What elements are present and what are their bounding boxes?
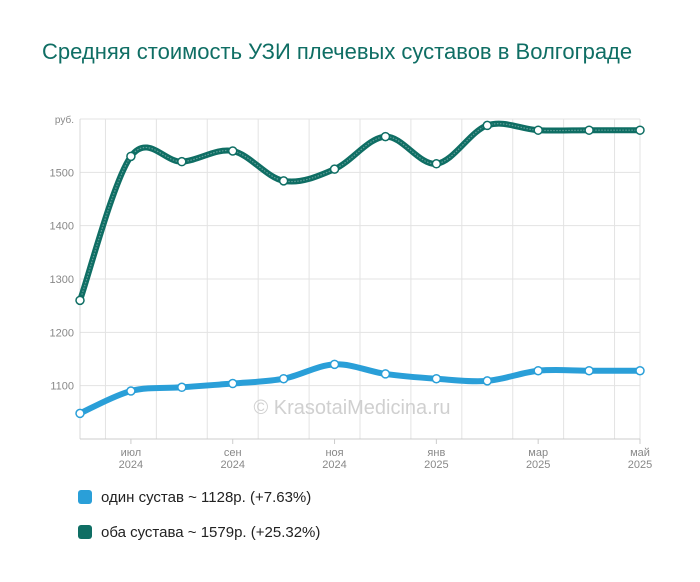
data-point-one-joint [533, 365, 543, 376]
chart-title: Средняя стоимость УЗИ плечевых суставов … [42, 39, 633, 64]
legend-label-one-joint: один сустав ~ 1128р. (+7.63%) [101, 489, 312, 506]
data-point-both-joints [126, 151, 136, 162]
x-tick-label-year: 2025 [628, 459, 652, 471]
x-tick-label-month: янв [427, 447, 445, 459]
data-point-one-joint [380, 369, 391, 379]
y-tick-label: 1500 [50, 167, 74, 179]
x-tick-label-year: 2024 [119, 459, 143, 471]
data-point-both-joints [227, 146, 238, 156]
x-tick-label-month: июл [121, 447, 142, 459]
data-point-both-joints [482, 120, 493, 131]
x-tick-label-month: сен [224, 447, 242, 459]
watermark: © KrasotaiMedicina.ru [253, 397, 450, 419]
axes [79, 119, 641, 444]
data-point-one-joint [177, 382, 187, 393]
data-point-one-joint [635, 365, 645, 376]
data-point-one-joint [584, 365, 594, 376]
x-tick-label-month: май [630, 447, 650, 459]
data-point-both-joints [177, 156, 187, 167]
y-tick-label: 1300 [50, 274, 74, 286]
data-point-both-joints [380, 131, 391, 142]
data-point-one-joint [431, 373, 442, 384]
data-point-both-joints [584, 125, 594, 135]
data-point-one-joint [278, 373, 289, 384]
legend-item-both-joints[interactable]: оба сустава ~ 1579р. (+25.32%) [78, 524, 320, 541]
data-point-one-joint [482, 376, 493, 386]
x-tick-label-month: мар [528, 447, 548, 459]
data-point-one-joint [75, 408, 85, 419]
series-line-texture-both-joints [79, 123, 640, 301]
x-tick-labels: июл2024сен2024ноя2024янв2025мар2025май20… [119, 447, 653, 471]
data-point-one-joint [329, 359, 340, 370]
data-point-both-joints [329, 164, 340, 174]
y-axis-unit-label: руб. [55, 114, 74, 126]
data-point-one-joint [227, 378, 238, 389]
x-tick-label-year: 2024 [322, 459, 346, 471]
y-tick-labels: 1100 1200 1300 1400 1500 [50, 167, 74, 392]
data-point-both-joints [533, 125, 543, 135]
legend-swatch-one-joint [78, 490, 92, 504]
data-point-both-joints [635, 125, 645, 135]
x-tick-label-year: 2025 [526, 459, 550, 471]
legend-item-one-joint[interactable]: один сустав ~ 1128р. (+7.63%) [78, 489, 311, 506]
legend-swatch-both-joints [78, 525, 92, 539]
grid-lines [80, 118, 641, 439]
data-point-both-joints [278, 176, 289, 186]
y-tick-label: 1200 [50, 327, 74, 339]
x-tick-label-year: 2024 [220, 459, 244, 471]
data-point-both-joints [75, 295, 85, 306]
data-point-one-joint [126, 386, 136, 396]
x-tick-label-year: 2025 [424, 459, 448, 471]
data-point-both-joints [431, 159, 442, 169]
y-tick-label: 1100 [50, 381, 74, 393]
x-tick-label-month: ноя [325, 447, 343, 459]
legend-label-both-joints: оба сустава ~ 1579р. (+25.32%) [101, 524, 321, 541]
data-points [75, 120, 645, 419]
y-tick-label: 1400 [50, 221, 74, 233]
